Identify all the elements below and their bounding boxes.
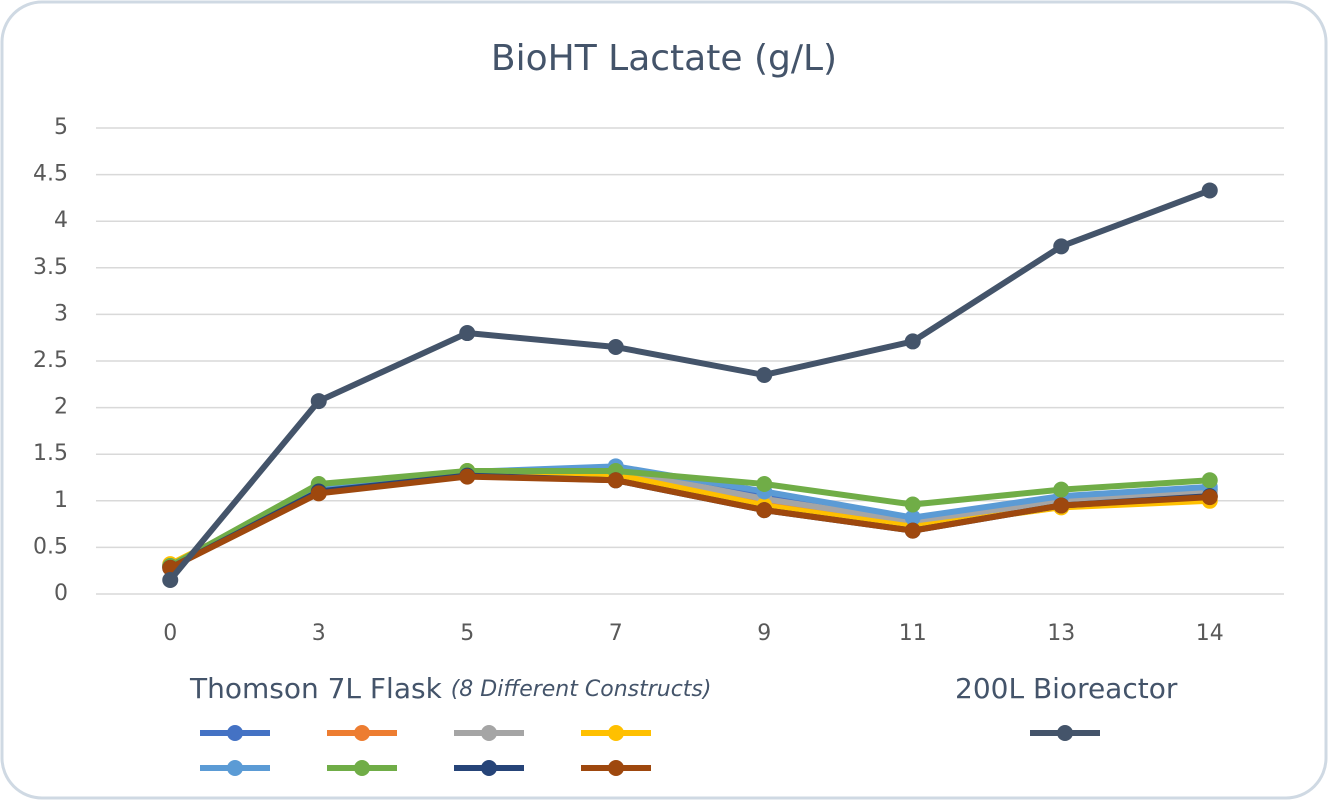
data-point [1201, 182, 1218, 199]
x-tick-label: 14 [1196, 621, 1224, 646]
data-point [1053, 497, 1070, 514]
data-point [756, 366, 773, 383]
y-tick-label: 3 [54, 301, 68, 326]
data-point [459, 468, 476, 485]
data-point [904, 522, 921, 539]
data-point [607, 339, 624, 356]
legend-marker [354, 760, 370, 776]
x-tick-label: 5 [460, 621, 474, 646]
x-tick-label: 9 [757, 621, 771, 646]
legend-title-text: Thomson 7L Flask [189, 672, 443, 705]
y-tick-label: 0 [54, 581, 68, 606]
legend-marker [608, 725, 624, 741]
series-line [168, 473, 1210, 571]
data-point [904, 333, 921, 350]
legend-marker [227, 725, 243, 741]
data-point [1053, 481, 1070, 498]
y-tick-label: 4 [54, 208, 68, 233]
y-tick-label: 1 [54, 488, 68, 513]
y-tick-label: 1.5 [33, 441, 68, 466]
y-tick-label: 3.5 [33, 255, 68, 280]
y-tick-label: 0.5 [33, 534, 68, 559]
legend-marker [481, 725, 497, 741]
legend-marker [1057, 725, 1073, 741]
y-tick-label: 2.5 [33, 348, 68, 373]
legend-marker [481, 760, 497, 776]
series-line [167, 187, 1211, 582]
data-point [607, 472, 624, 489]
y-tick-label: 2 [54, 395, 68, 420]
x-tick-label: 13 [1047, 621, 1075, 646]
data-point [904, 496, 921, 513]
data-point [310, 485, 327, 502]
data-point [756, 476, 773, 493]
legend-marker [608, 760, 624, 776]
x-tick-label: 0 [163, 621, 177, 646]
data-point [310, 393, 327, 410]
data-point [904, 509, 921, 526]
y-tick-label: 5 [54, 115, 68, 140]
data-point [162, 572, 179, 589]
legend-title-text: 200L Bioreactor [955, 672, 1178, 705]
series-line [168, 467, 1210, 569]
legend-title: Thomson 7L Flask (8 Different Constructs… [189, 672, 711, 705]
data-point [1201, 472, 1218, 489]
data-point [459, 325, 476, 342]
data-point [756, 502, 773, 519]
chart-title: BioHT Lactate (g/L) [491, 38, 837, 79]
x-tick-label: 7 [609, 621, 623, 646]
x-tick-label: 3 [312, 621, 326, 646]
legend-marker [227, 760, 243, 776]
y-tick-label: 4.5 [33, 162, 68, 187]
legend-note: (8 Different Constructs) [451, 677, 712, 702]
x-tick-label: 11 [899, 621, 927, 646]
data-point [1201, 489, 1218, 506]
legend-title: 200L Bioreactor [955, 672, 1178, 705]
legend-marker [354, 725, 370, 741]
data-point [1053, 238, 1070, 255]
